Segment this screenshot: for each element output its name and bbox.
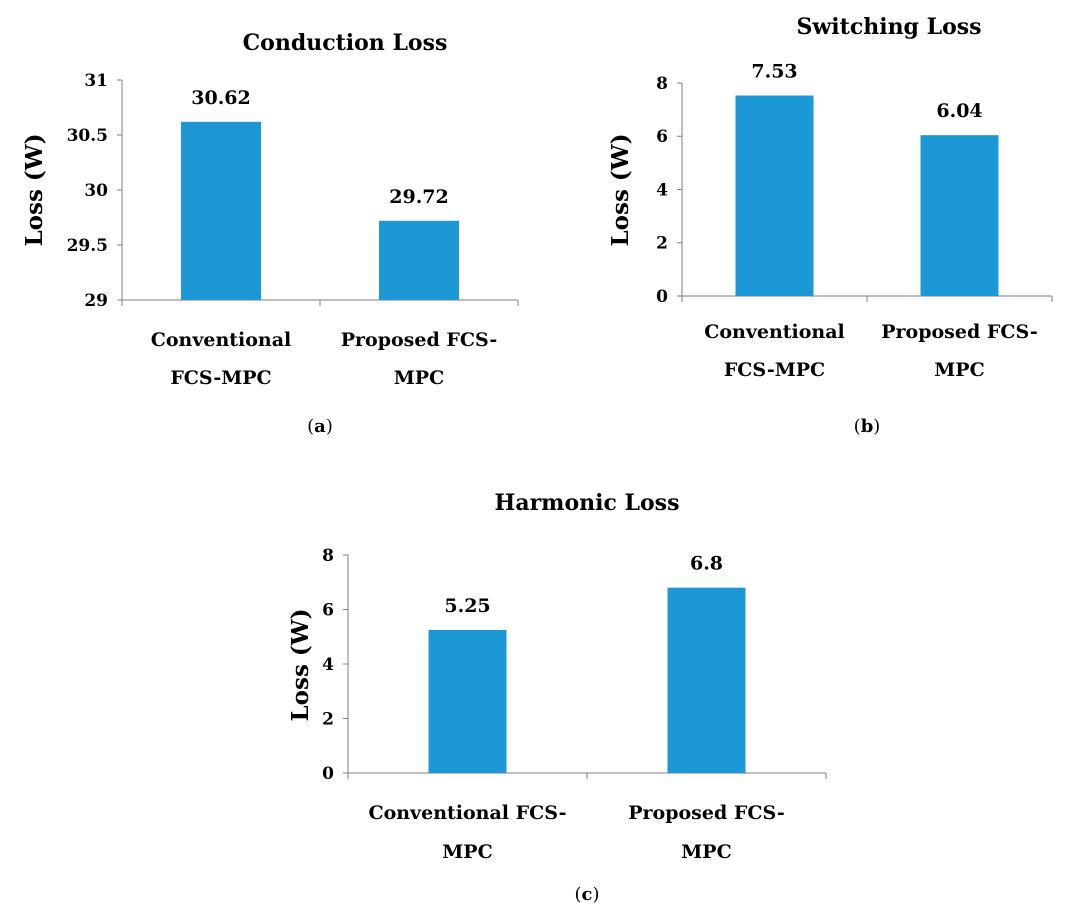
chart-title: Harmonic Loss — [495, 490, 680, 516]
y-axis-label: Loss (W) — [21, 133, 48, 246]
y-axis-label: Loss (W) — [287, 608, 314, 721]
bar — [428, 629, 507, 773]
x-category-label: FCS-MPC — [724, 359, 825, 381]
bar — [735, 95, 814, 296]
panel-label: (a) — [307, 416, 333, 437]
x-category-label: MPC — [681, 841, 731, 863]
data-label: 30.62 — [191, 87, 251, 109]
y-tick-label: 8 — [322, 546, 334, 566]
y-tick-label: 4 — [322, 655, 334, 675]
x-category-label: Conventional — [704, 321, 845, 343]
y-tick-label: 0 — [656, 287, 668, 307]
y-axis-label: Loss (W) — [607, 133, 634, 246]
data-label: 6.8 — [690, 553, 723, 575]
panel-label: (b) — [854, 416, 881, 437]
bar — [667, 587, 746, 773]
bar — [181, 121, 261, 300]
data-label: 5.25 — [444, 595, 490, 617]
y-tick-label: 29 — [84, 291, 108, 311]
x-category-label: MPC — [934, 359, 984, 381]
y-tick-label: 2 — [322, 709, 334, 729]
y-tick-label: 0 — [322, 764, 334, 784]
y-tick-label: 4 — [656, 180, 668, 200]
x-category-label: Conventional — [151, 329, 292, 351]
y-tick-label: 30.5 — [67, 126, 108, 146]
chart-title: Switching Loss — [796, 14, 981, 40]
y-tick-label: 2 — [656, 234, 668, 254]
bar — [920, 135, 999, 296]
chart-harmonic-loss: Harmonic Loss Loss (W) 0 2 4 6 8 5.25 Convention… — [287, 490, 827, 905]
chart-conduction-loss: Conduction Loss Loss (W) 29 29.5 30 30.5 31 30.… — [21, 30, 519, 437]
x-category-label: MPC — [394, 367, 444, 389]
x-category-label: FCS-MPC — [170, 367, 271, 389]
chart-title: Conduction Loss — [243, 30, 448, 56]
x-category-label: Conventional FCS- — [368, 802, 566, 824]
data-label: 6.04 — [936, 100, 982, 122]
x-category-label: Proposed FCS- — [628, 802, 785, 824]
panel-label: (c) — [574, 884, 599, 905]
data-label: 29.72 — [389, 186, 449, 208]
y-tick-label: 6 — [322, 600, 334, 620]
y-tick-label: 31 — [84, 71, 108, 91]
y-tick-label: 8 — [656, 74, 668, 94]
chart-switching-loss: Switching Loss Loss (W) 0 2 4 6 8 7.53 Conventio… — [607, 14, 1053, 437]
y-tick-label: 6 — [656, 127, 668, 147]
x-category-label: MPC — [442, 841, 492, 863]
data-label: 7.53 — [751, 61, 797, 83]
y-tick-label: 29.5 — [67, 236, 108, 256]
bar — [379, 220, 459, 300]
x-category-label: Proposed FCS- — [881, 321, 1038, 343]
x-category-label: Proposed FCS- — [341, 329, 498, 351]
y-tick-label: 30 — [84, 181, 108, 201]
